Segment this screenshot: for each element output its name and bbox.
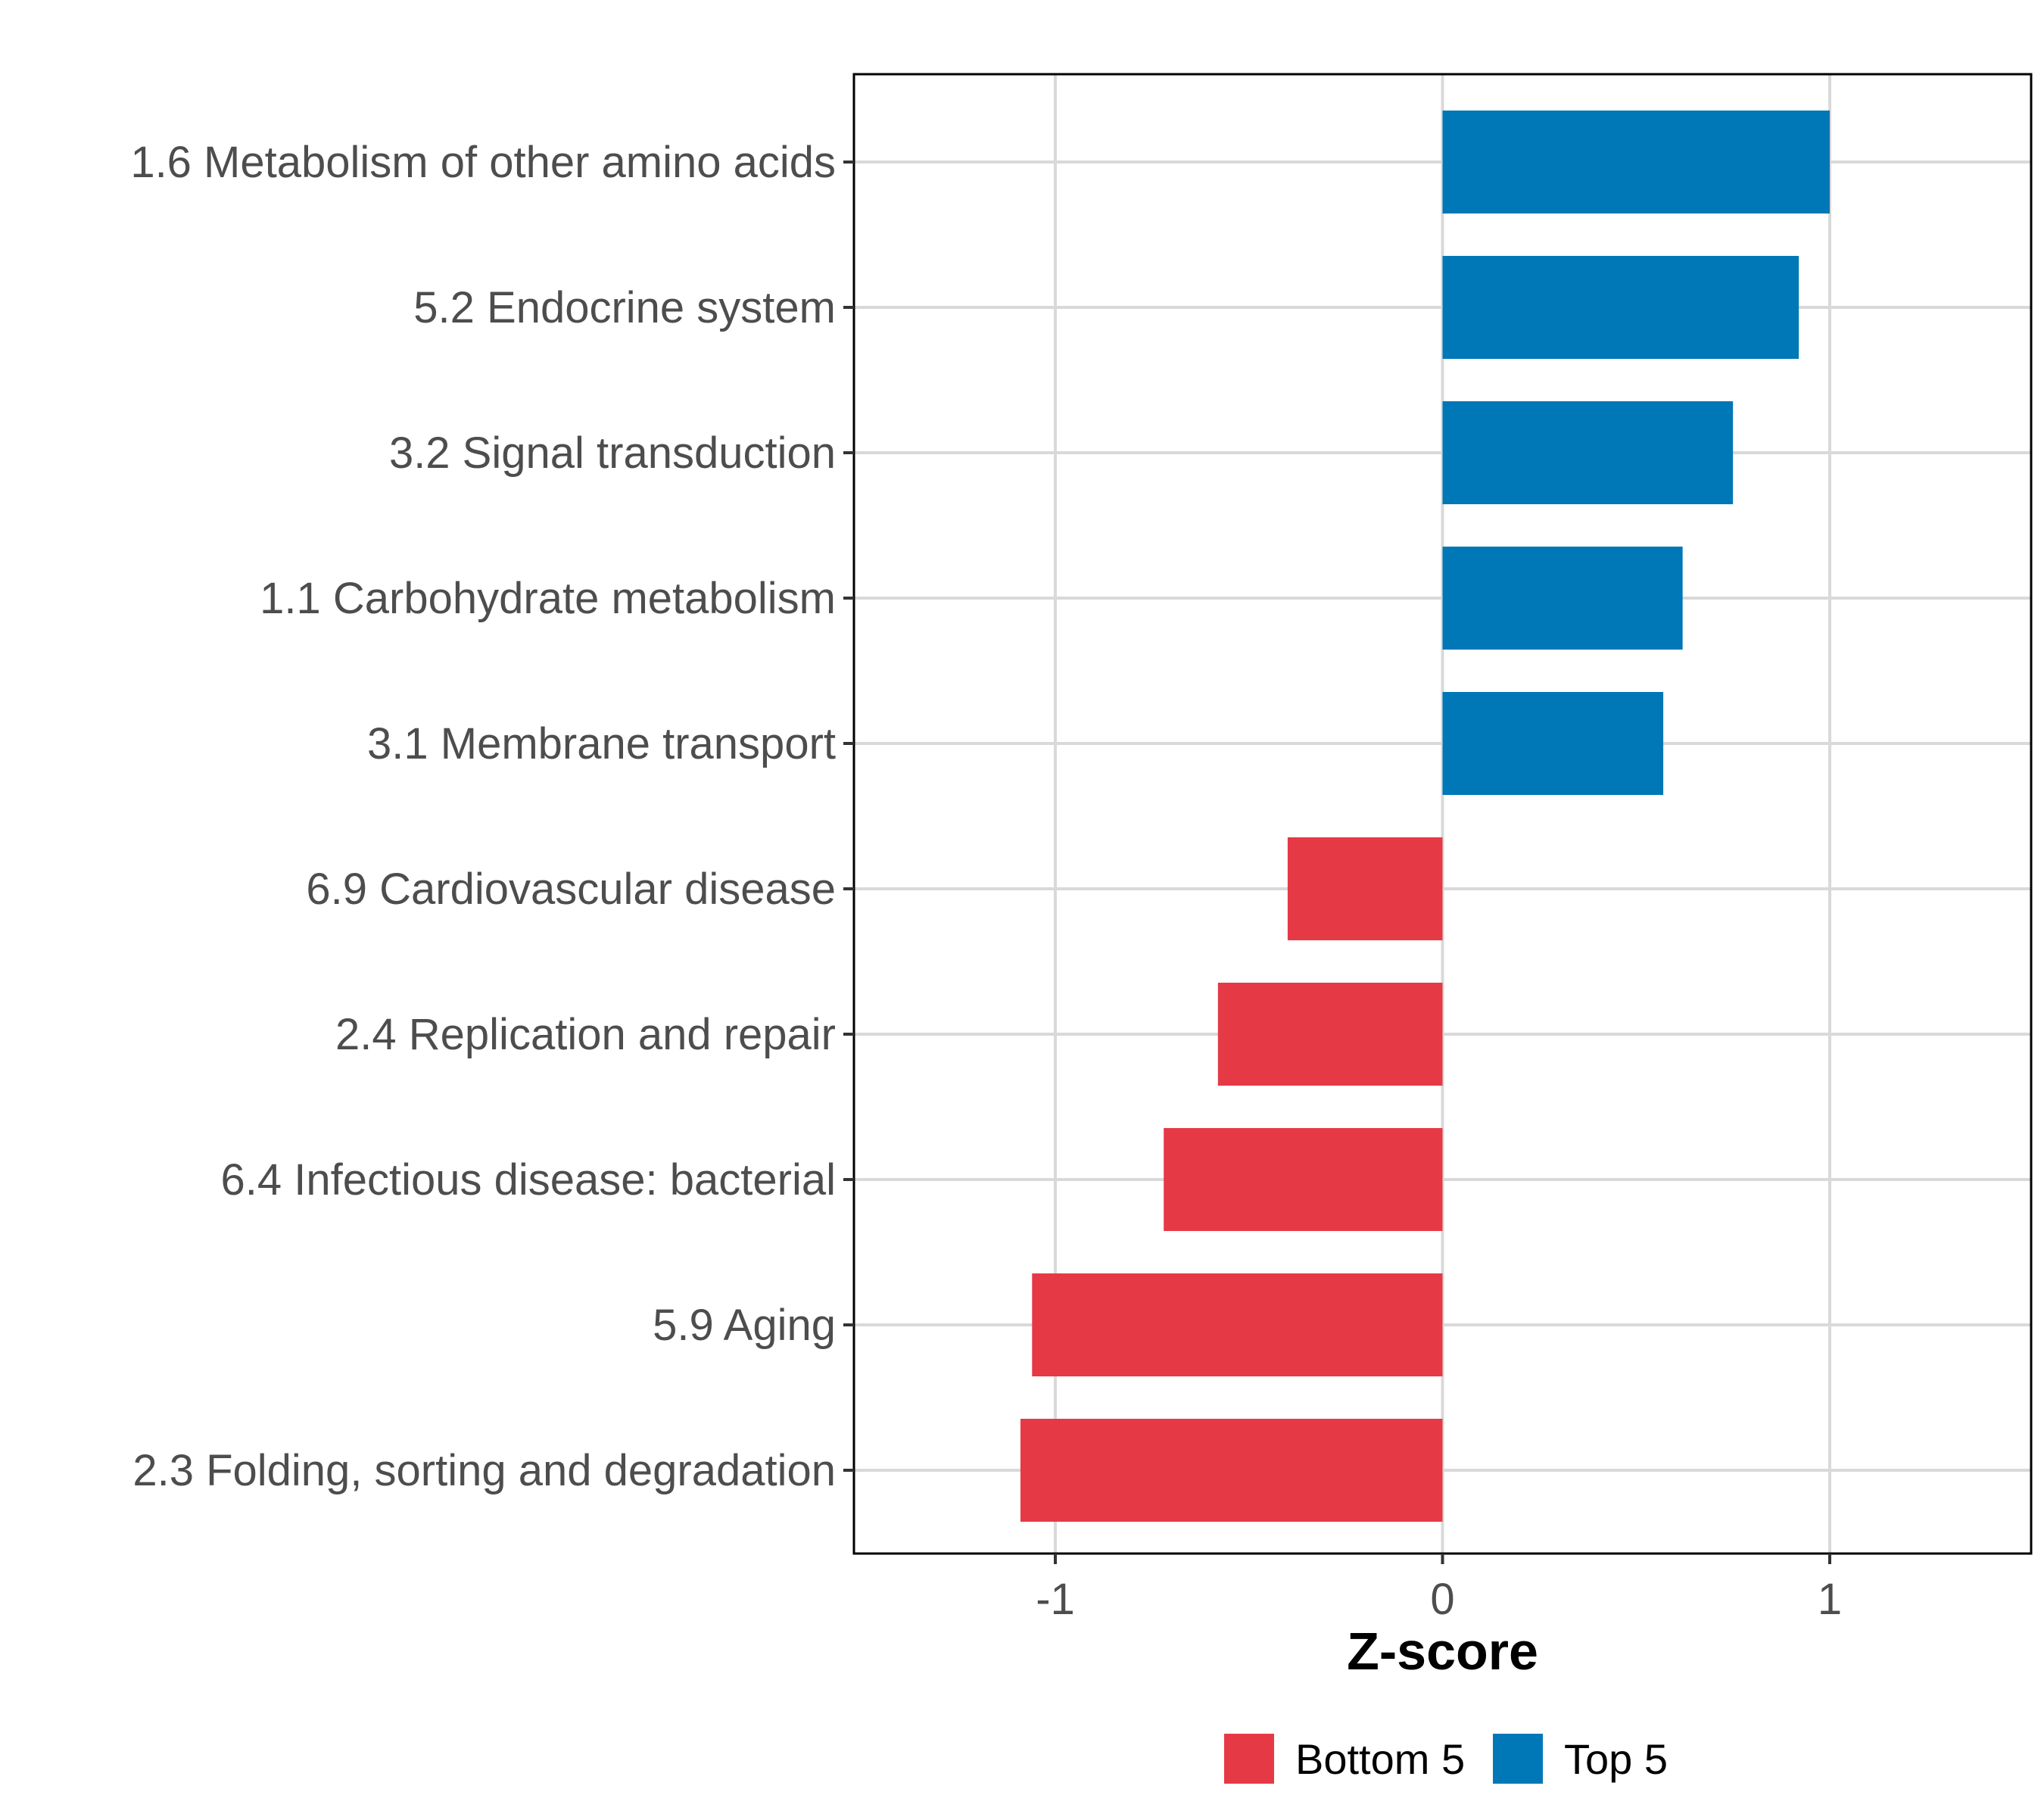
legend-swatch bbox=[1224, 1734, 1274, 1784]
y-tick-label: 1.1 Carbohydrate metabolism bbox=[260, 574, 836, 623]
legend-label: Top 5 bbox=[1564, 1735, 1668, 1783]
y-tick-label: 2.3 Folding, sorting and degradation bbox=[132, 1446, 836, 1495]
bar bbox=[1020, 1419, 1443, 1522]
bar bbox=[1442, 547, 1683, 650]
bar bbox=[1287, 837, 1443, 940]
x-axis-title: Z-score bbox=[1347, 1622, 1538, 1681]
x-tick-label: 1 bbox=[1818, 1575, 1842, 1624]
x-tick-label: -1 bbox=[1036, 1575, 1075, 1624]
x-tick-label: 0 bbox=[1430, 1575, 1454, 1624]
y-tick-label: 3.2 Signal transduction bbox=[389, 429, 836, 478]
bar bbox=[1217, 983, 1443, 1086]
y-tick-label: 3.1 Membrane transport bbox=[367, 719, 836, 768]
bar bbox=[1442, 111, 1831, 213]
y-tick-label: 6.4 Infectious disease: bacterial bbox=[221, 1155, 836, 1205]
y-tick-label: 5.9 Aging bbox=[653, 1301, 836, 1350]
legend: Bottom 5 Top 5 bbox=[1224, 1734, 1668, 1784]
bars bbox=[1020, 111, 1831, 1522]
bar bbox=[1164, 1128, 1443, 1231]
bar bbox=[1032, 1273, 1443, 1376]
bar bbox=[1442, 692, 1664, 795]
y-tick-label: 5.2 Endocrine system bbox=[413, 283, 836, 332]
legend-label: Bottom 5 bbox=[1295, 1735, 1465, 1783]
bar bbox=[1442, 256, 1799, 359]
bar bbox=[1442, 401, 1734, 504]
y-tick-label: 2.4 Replication and repair bbox=[335, 1010, 836, 1059]
legend-swatch bbox=[1493, 1734, 1543, 1784]
y-axis: 1.6 Metabolism of other amino acids 5.2 E… bbox=[130, 138, 854, 1495]
x-axis: -1 0 1 bbox=[1036, 1554, 1842, 1624]
y-tick-label: 6.9 Cardiovascular disease bbox=[306, 865, 836, 914]
y-tick-label: 1.6 Metabolism of other amino acids bbox=[130, 138, 836, 187]
